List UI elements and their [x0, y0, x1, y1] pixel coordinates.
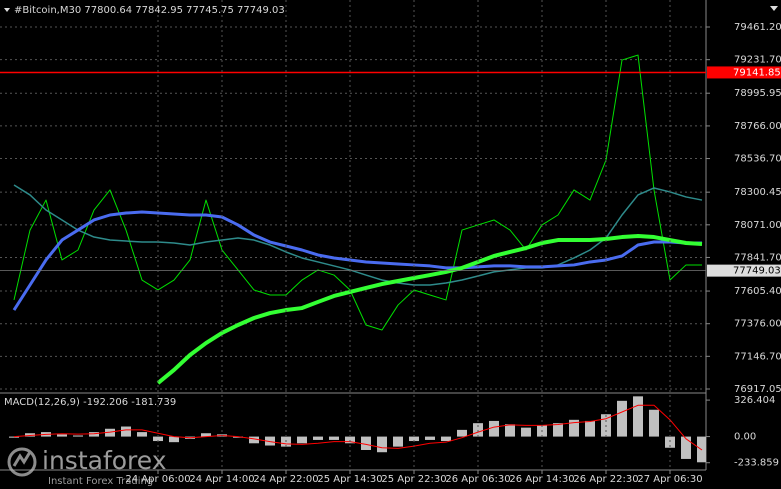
histogram-bar — [105, 428, 115, 437]
histogram-bar — [553, 423, 563, 437]
x-tick-label: 25 Apr 22:30 — [381, 474, 446, 485]
macd-title: MACD(12,26,9) -192.206 -181.739 — [4, 397, 176, 408]
histogram-bar — [505, 424, 515, 437]
histogram-bar — [9, 436, 19, 438]
y-tick-label: 79231.70 — [734, 55, 781, 66]
y-tick-label: -233.859 — [734, 458, 779, 469]
menu-arrow — [770, 6, 778, 11]
series-line — [13, 54, 702, 331]
last-price-box — [707, 264, 781, 277]
histogram-bar — [441, 436, 451, 442]
histogram-bar — [25, 433, 35, 437]
y-tick-label: 0.00 — [734, 432, 756, 443]
histogram-bar — [617, 400, 627, 437]
histogram-bar — [121, 426, 131, 437]
histogram-bar — [425, 436, 435, 440]
menu-arrow — [4, 8, 10, 12]
histogram-bar — [73, 435, 83, 437]
series-line — [12, 210, 702, 311]
series-group — [12, 54, 703, 385]
histogram-bar — [89, 432, 99, 437]
series-line — [156, 234, 703, 385]
histogram-bar — [153, 436, 163, 442]
histogram-bar — [345, 436, 355, 444]
x-tick-label: 25 Apr 14:30 — [317, 474, 382, 485]
histogram-bar — [521, 427, 531, 437]
histogram-bar — [633, 396, 643, 437]
watermark: instaforex Instant Forex Trading — [7, 446, 167, 487]
y-tick-label: 78766.00 — [734, 121, 781, 132]
y-tick-label: 78071.00 — [734, 220, 781, 231]
y-tick-label: 78300.45 — [734, 187, 781, 198]
histogram-bar — [329, 436, 339, 440]
histogram-bar — [457, 429, 467, 437]
x-tick-label: 24 Apr 22:00 — [253, 474, 318, 485]
histogram-bar — [313, 436, 323, 440]
y-tick-label: 326.404 — [734, 395, 775, 406]
histogram-bar — [585, 420, 595, 437]
histogram-bar — [137, 432, 147, 437]
y-tick-label: 78536.70 — [734, 154, 781, 165]
histogram-bar — [665, 436, 675, 448]
histogram-bar — [473, 423, 483, 437]
histogram-bar — [649, 409, 659, 437]
logo — [12, 451, 32, 467]
y-tick-label: 79461.20 — [734, 22, 781, 33]
histogram-bar — [169, 436, 179, 443]
y-tick-label: 76917.05 — [734, 384, 781, 395]
histogram-bar — [377, 436, 387, 453]
histogram-bar — [409, 436, 419, 442]
histogram-bar — [681, 436, 691, 459]
x-tick-label: 24 Apr 06:00 — [125, 474, 190, 485]
histogram-bar — [249, 436, 259, 444]
y-tick-label: 78995.95 — [734, 88, 781, 99]
x-tick-label: 26 Apr 14:30 — [509, 474, 574, 485]
histogram-bar — [233, 436, 243, 438]
watermark-tagline: Instant Forex Trading — [48, 476, 153, 487]
y-tick-label: 77146.70 — [734, 351, 781, 362]
histogram-bar — [297, 436, 307, 444]
series-line — [13, 404, 703, 451]
last-price-label: 77749.03 — [733, 266, 781, 277]
histogram-bar — [393, 436, 403, 447]
price-level-box — [707, 66, 781, 79]
x-tick-label: 24 Apr 14:00 — [189, 474, 254, 485]
watermark-brand: instaforex — [42, 446, 167, 475]
logo — [7, 447, 37, 477]
y-tick-label: 77605.40 — [734, 286, 781, 297]
chart-title: #Bitcoin,M30 77800.64 77842.95 77745.75 … — [14, 5, 285, 16]
x-tick-label: 26 Apr 22:30 — [573, 474, 638, 485]
y-tick-label: 77841.70 — [734, 252, 781, 263]
y-tick-label: 77376.00 — [734, 319, 781, 330]
price-level-label: 79141.85 — [733, 67, 781, 78]
histogram-bar — [569, 419, 579, 437]
histogram-bar — [489, 420, 499, 437]
histogram-bar — [57, 434, 67, 437]
x-tick-label: 26 Apr 06:30 — [445, 474, 510, 485]
histogram-bar — [265, 436, 275, 446]
series-line — [13, 184, 703, 286]
x-tick-label: 27 Apr 06:30 — [637, 474, 702, 485]
histogram-bar — [201, 433, 211, 437]
histogram-bar — [361, 436, 371, 450]
